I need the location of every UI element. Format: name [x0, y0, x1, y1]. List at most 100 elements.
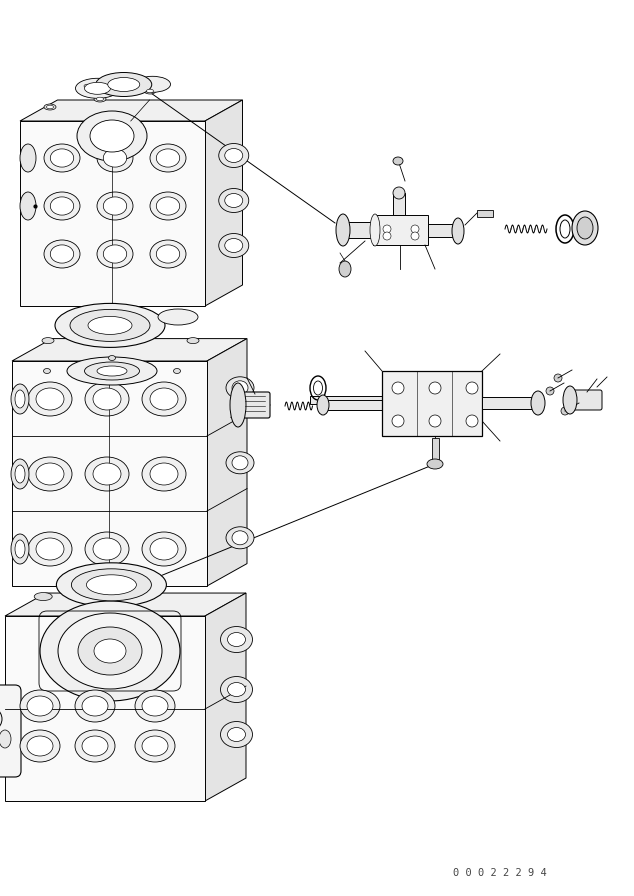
- Ellipse shape: [531, 391, 545, 415]
- Bar: [310, 396, 385, 404]
- Bar: [432, 438, 439, 464]
- Ellipse shape: [94, 639, 126, 663]
- Ellipse shape: [88, 316, 132, 334]
- Ellipse shape: [219, 143, 249, 168]
- Ellipse shape: [103, 197, 127, 215]
- Ellipse shape: [75, 730, 115, 762]
- Ellipse shape: [142, 696, 168, 716]
- Ellipse shape: [44, 240, 80, 268]
- Ellipse shape: [44, 368, 51, 374]
- Ellipse shape: [84, 82, 110, 94]
- Ellipse shape: [226, 377, 254, 399]
- Bar: [382, 371, 482, 436]
- Ellipse shape: [93, 538, 121, 560]
- Ellipse shape: [577, 217, 593, 239]
- Ellipse shape: [224, 194, 243, 208]
- Ellipse shape: [370, 214, 380, 246]
- Ellipse shape: [90, 120, 134, 152]
- Ellipse shape: [15, 390, 25, 408]
- Ellipse shape: [429, 382, 441, 394]
- Ellipse shape: [78, 627, 142, 675]
- Ellipse shape: [97, 192, 133, 220]
- Ellipse shape: [85, 382, 129, 416]
- Ellipse shape: [96, 73, 152, 97]
- Ellipse shape: [56, 563, 166, 607]
- Ellipse shape: [219, 188, 249, 212]
- Ellipse shape: [142, 736, 168, 756]
- Polygon shape: [12, 361, 207, 586]
- Ellipse shape: [393, 187, 405, 199]
- Polygon shape: [5, 616, 205, 801]
- FancyBboxPatch shape: [0, 685, 21, 777]
- Ellipse shape: [84, 362, 139, 380]
- Ellipse shape: [150, 144, 186, 172]
- Bar: [428, 224, 458, 237]
- Ellipse shape: [150, 538, 178, 560]
- Text: 0 0 0 2 2 2 9 4: 0 0 0 2 2 2 9 4: [453, 868, 547, 878]
- Ellipse shape: [44, 104, 56, 110]
- Ellipse shape: [174, 368, 181, 374]
- Polygon shape: [205, 100, 242, 306]
- Bar: [373, 215, 428, 245]
- Ellipse shape: [452, 218, 464, 244]
- Ellipse shape: [93, 463, 121, 485]
- Ellipse shape: [0, 703, 2, 735]
- Ellipse shape: [36, 538, 64, 560]
- Ellipse shape: [146, 90, 153, 93]
- Ellipse shape: [226, 527, 254, 548]
- Ellipse shape: [221, 721, 252, 747]
- Ellipse shape: [466, 382, 478, 394]
- Polygon shape: [207, 339, 247, 586]
- Ellipse shape: [336, 214, 350, 246]
- Ellipse shape: [36, 463, 64, 485]
- Ellipse shape: [86, 575, 136, 595]
- Ellipse shape: [392, 415, 404, 427]
- Ellipse shape: [44, 192, 80, 220]
- Ellipse shape: [0, 730, 11, 748]
- Bar: [393, 193, 405, 215]
- Ellipse shape: [157, 197, 179, 215]
- Ellipse shape: [15, 465, 25, 483]
- FancyBboxPatch shape: [573, 390, 602, 410]
- Ellipse shape: [108, 77, 139, 91]
- Bar: [482, 397, 537, 409]
- Ellipse shape: [28, 382, 72, 416]
- Ellipse shape: [232, 530, 248, 545]
- Ellipse shape: [77, 111, 147, 161]
- Ellipse shape: [84, 84, 91, 88]
- Ellipse shape: [135, 730, 175, 762]
- Ellipse shape: [82, 83, 93, 89]
- Ellipse shape: [20, 730, 60, 762]
- Ellipse shape: [158, 309, 198, 325]
- Ellipse shape: [142, 532, 186, 566]
- Ellipse shape: [50, 245, 74, 263]
- Ellipse shape: [82, 696, 108, 716]
- Ellipse shape: [221, 676, 252, 702]
- Ellipse shape: [572, 211, 598, 245]
- Ellipse shape: [20, 144, 36, 172]
- Polygon shape: [20, 100, 242, 121]
- Ellipse shape: [150, 240, 186, 268]
- Ellipse shape: [232, 456, 248, 470]
- Ellipse shape: [313, 381, 323, 395]
- Ellipse shape: [27, 736, 53, 756]
- Ellipse shape: [226, 452, 254, 474]
- Ellipse shape: [36, 388, 64, 410]
- Ellipse shape: [339, 261, 351, 277]
- Ellipse shape: [27, 696, 53, 716]
- Ellipse shape: [82, 736, 108, 756]
- Ellipse shape: [150, 192, 186, 220]
- Ellipse shape: [20, 192, 36, 220]
- Ellipse shape: [11, 534, 29, 564]
- Ellipse shape: [144, 88, 156, 94]
- Ellipse shape: [157, 149, 179, 167]
- Ellipse shape: [383, 232, 391, 240]
- Ellipse shape: [46, 105, 53, 108]
- Ellipse shape: [97, 144, 133, 172]
- Ellipse shape: [93, 388, 121, 410]
- Ellipse shape: [561, 407, 569, 415]
- Ellipse shape: [97, 366, 127, 376]
- Ellipse shape: [554, 374, 562, 382]
- Ellipse shape: [34, 592, 52, 600]
- Ellipse shape: [28, 532, 72, 566]
